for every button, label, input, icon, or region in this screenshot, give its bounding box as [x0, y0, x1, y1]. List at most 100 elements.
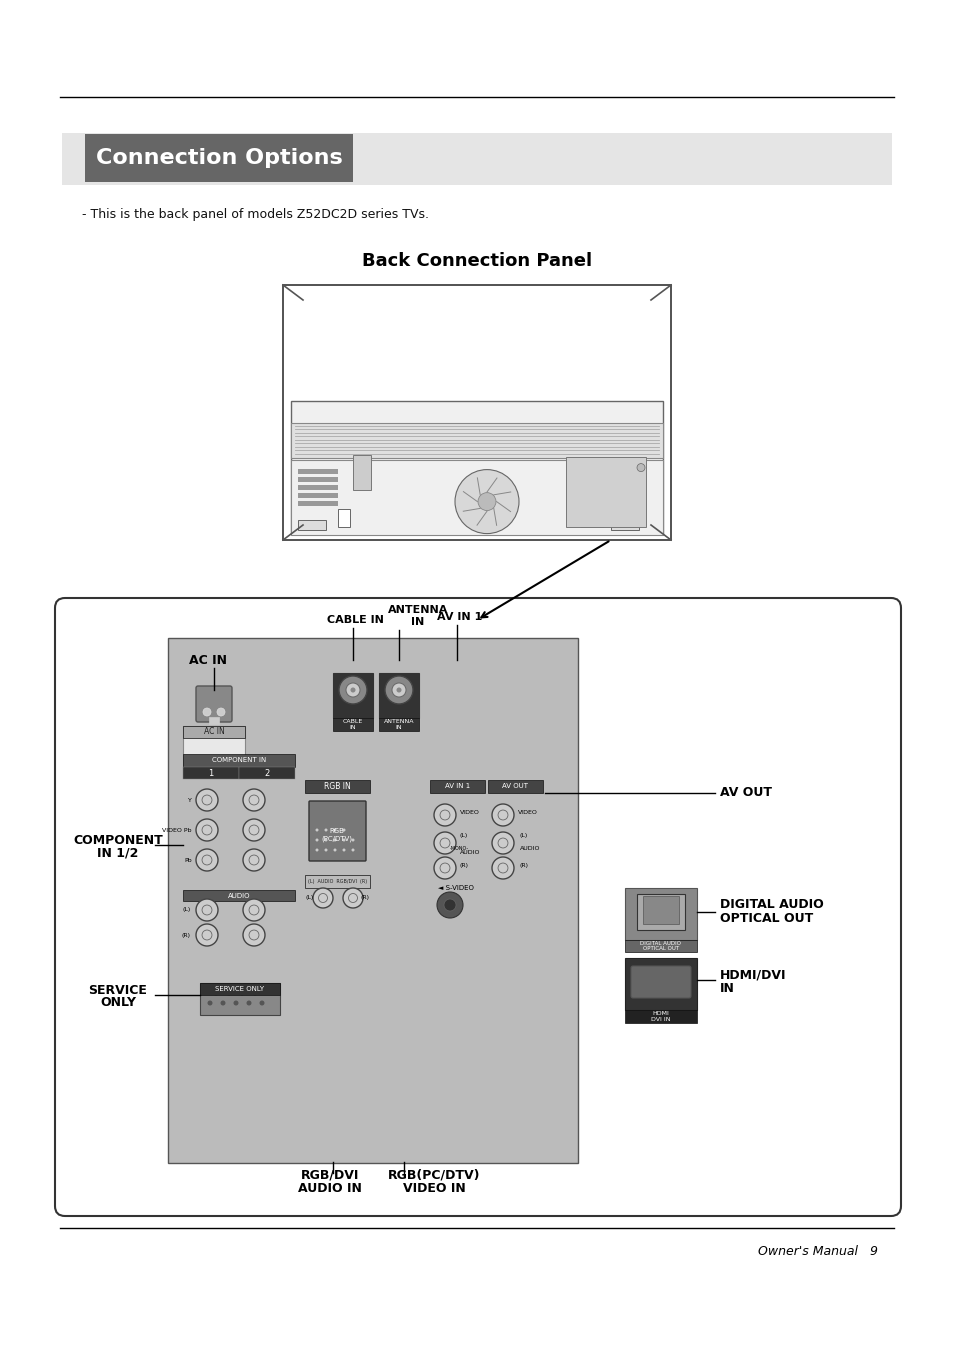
Circle shape — [436, 892, 462, 917]
Circle shape — [315, 839, 318, 842]
Text: Pb: Pb — [184, 858, 192, 862]
Text: (L): (L) — [183, 908, 191, 912]
Bar — [565, 457, 645, 527]
Bar — [378, 717, 418, 731]
Circle shape — [249, 794, 258, 805]
Text: RGB/DVI: RGB/DVI — [300, 1169, 359, 1182]
Circle shape — [249, 825, 258, 835]
Text: Connection Options: Connection Options — [95, 149, 342, 168]
Circle shape — [396, 688, 401, 693]
Text: RGB(PC/DTV): RGB(PC/DTV) — [387, 1169, 479, 1182]
Bar — [297, 501, 337, 505]
Circle shape — [434, 804, 456, 825]
Circle shape — [249, 855, 258, 865]
Circle shape — [497, 811, 507, 820]
Circle shape — [195, 819, 218, 842]
Bar — [610, 520, 639, 530]
Bar — [624, 888, 697, 940]
Text: AC IN: AC IN — [203, 727, 224, 736]
Text: AV OUT: AV OUT — [720, 786, 771, 800]
Bar — [430, 780, 484, 793]
Text: HDMI/DVI: HDMI/DVI — [720, 969, 785, 981]
Text: - This is the back panel of models Z52DC2D series TVs.: - This is the back panel of models Z52DC… — [82, 208, 429, 222]
Text: (L): (L) — [519, 832, 528, 838]
Text: ONLY: ONLY — [100, 997, 136, 1009]
Text: -MONO-: -MONO- — [450, 846, 469, 851]
Bar — [291, 401, 662, 534]
Circle shape — [243, 898, 265, 921]
Circle shape — [202, 825, 212, 835]
Circle shape — [249, 905, 258, 915]
Bar — [353, 454, 371, 489]
Text: DIGITAL AUDIO
OPTICAL OUT: DIGITAL AUDIO OPTICAL OUT — [639, 940, 680, 951]
Circle shape — [213, 990, 218, 996]
Circle shape — [243, 924, 265, 946]
Text: AV IN 1: AV IN 1 — [436, 612, 482, 621]
Circle shape — [249, 929, 258, 940]
Circle shape — [243, 848, 265, 871]
Text: AC IN: AC IN — [189, 654, 227, 666]
Circle shape — [439, 838, 450, 848]
Text: AUDIO IN: AUDIO IN — [297, 1182, 361, 1194]
Circle shape — [313, 888, 333, 908]
Circle shape — [220, 1001, 225, 1005]
Circle shape — [195, 924, 218, 946]
Circle shape — [259, 1001, 264, 1005]
Circle shape — [492, 857, 514, 880]
Circle shape — [195, 789, 218, 811]
Circle shape — [348, 893, 357, 902]
Text: ◄ S-VIDEO: ◄ S-VIDEO — [437, 885, 474, 892]
Circle shape — [492, 832, 514, 854]
Circle shape — [455, 470, 518, 534]
Circle shape — [351, 839, 355, 842]
Circle shape — [439, 811, 450, 820]
Text: COMPONENT IN: COMPONENT IN — [212, 758, 266, 763]
Circle shape — [315, 848, 318, 851]
Text: AUDIO: AUDIO — [459, 850, 480, 854]
Circle shape — [346, 684, 359, 697]
Text: (R): (R) — [182, 932, 191, 938]
Text: (R): (R) — [519, 863, 529, 869]
Circle shape — [434, 857, 456, 880]
Circle shape — [226, 990, 232, 996]
FancyBboxPatch shape — [630, 966, 690, 998]
Circle shape — [318, 893, 327, 902]
Bar — [624, 940, 697, 952]
Bar — [580, 509, 602, 527]
Text: (R): (R) — [360, 896, 369, 901]
Bar — [378, 673, 418, 717]
Circle shape — [334, 848, 336, 851]
Circle shape — [202, 929, 212, 940]
Circle shape — [246, 1001, 252, 1005]
Bar — [297, 493, 337, 497]
Bar — [283, 285, 670, 540]
Bar — [168, 638, 578, 1163]
Circle shape — [342, 828, 345, 831]
Circle shape — [195, 848, 218, 871]
Text: Back Connection Panel: Back Connection Panel — [361, 253, 592, 270]
Text: COMPONENT: COMPONENT — [73, 834, 163, 847]
Bar — [200, 984, 280, 1015]
Circle shape — [351, 848, 355, 851]
Text: (R): (R) — [459, 863, 469, 869]
Bar — [297, 485, 337, 489]
Bar — [239, 767, 294, 780]
Text: (L): (L) — [459, 832, 468, 838]
Text: 1: 1 — [208, 769, 213, 777]
Circle shape — [443, 898, 456, 911]
Bar — [642, 896, 679, 924]
Text: AUDIO: AUDIO — [519, 846, 540, 851]
Text: SERVICE ONLY: SERVICE ONLY — [215, 986, 264, 992]
Circle shape — [342, 839, 345, 842]
Bar — [200, 984, 280, 994]
Bar — [183, 767, 239, 780]
Bar — [333, 717, 373, 731]
Bar — [333, 673, 373, 717]
Text: RGB
(PC/DTV): RGB (PC/DTV) — [321, 828, 352, 842]
Bar — [62, 132, 891, 185]
Circle shape — [338, 676, 367, 704]
Circle shape — [334, 839, 336, 842]
FancyBboxPatch shape — [309, 801, 366, 861]
Bar — [183, 725, 245, 738]
Circle shape — [477, 493, 496, 511]
